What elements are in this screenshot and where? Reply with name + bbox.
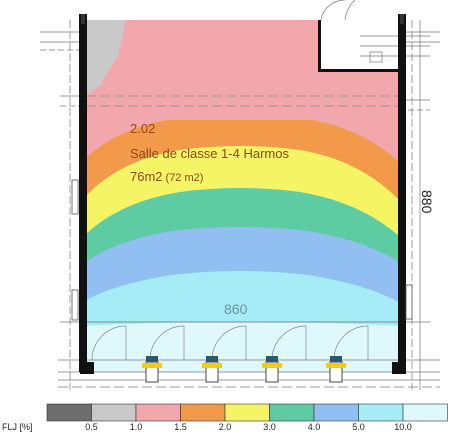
wall-notch-vertical bbox=[318, 20, 321, 72]
legend-tick-label: 3.0 bbox=[263, 422, 276, 432]
legend-tick-label: 1.5 bbox=[174, 422, 187, 432]
wall-left bbox=[79, 14, 87, 372]
legend-swatch bbox=[314, 404, 359, 421]
legend-tick-label: 0.5 bbox=[85, 422, 98, 432]
legend-tick-label: 5.0 bbox=[352, 422, 365, 432]
dimension-depth: 880 bbox=[419, 190, 435, 214]
dimension-width: 860 bbox=[224, 301, 248, 317]
legend-title: FLJ [%] bbox=[2, 422, 33, 432]
flj-legend: FLJ [%] 0.5 1.0 1.5 2.0 3.0 4.0 5.0 10.0 bbox=[0, 396, 455, 437]
room-number: 2.02 bbox=[130, 121, 155, 136]
wall-notch-horizontal bbox=[318, 69, 399, 72]
legend-tick-label: 10.0 bbox=[394, 422, 412, 432]
legend-tick-label: 1.0 bbox=[130, 422, 143, 432]
legend-swatches bbox=[47, 404, 448, 421]
notch-area bbox=[321, 20, 399, 70]
legend-swatch bbox=[225, 404, 270, 421]
room-area-secondary: (72 m2) bbox=[166, 172, 204, 184]
room-name: Salle de classe 1-4 Harmos bbox=[130, 146, 289, 161]
legend-swatch bbox=[181, 404, 226, 421]
legend-swatch bbox=[359, 404, 404, 421]
legend-tick-label: 4.0 bbox=[308, 422, 321, 432]
legend-swatch bbox=[403, 404, 448, 421]
floor-plan: 2.02 Salle de classe 1-4 Harmos 76m2 (72 … bbox=[0, 0, 455, 396]
room-area-main: 76m2 bbox=[130, 169, 163, 184]
wall-right bbox=[398, 14, 406, 372]
legend-ticks: 0.5 1.0 1.5 2.0 3.0 4.0 5.0 10.0 bbox=[85, 422, 412, 432]
room-area: 76m2 (72 m2) bbox=[130, 169, 203, 184]
legend-swatch bbox=[270, 404, 315, 421]
legend-swatch bbox=[136, 404, 181, 421]
legend-swatch bbox=[47, 404, 92, 421]
legend-tick-label: 2.0 bbox=[219, 422, 232, 432]
daylight-zones bbox=[86, 20, 399, 372]
legend-swatch bbox=[92, 404, 137, 421]
